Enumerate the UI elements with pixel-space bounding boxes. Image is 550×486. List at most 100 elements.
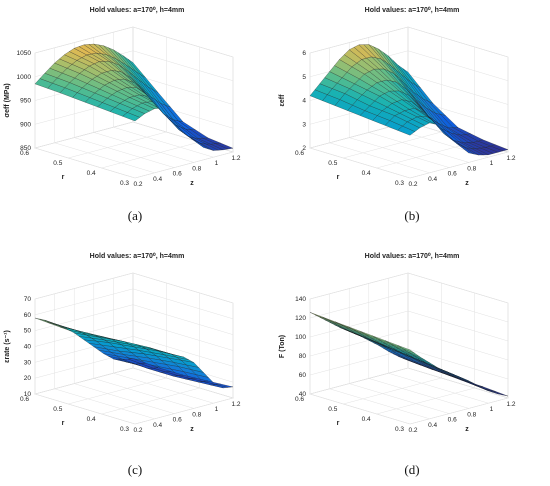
value-axis-label: εrate (s⁻¹) [4,330,11,363]
x-axis-label: z [465,426,469,433]
value-gridline [34,288,234,320]
r-tick-label: 0.5 [328,160,337,167]
r-tick-label: 0.3 [120,180,129,187]
r-tick-label: 0.6 [295,396,304,403]
plot-title: Hold values: a=170⁰, h=4mm [90,6,185,14]
value-tick-label: 6 [302,50,306,57]
caption-b: (b) [404,208,420,223]
surface-cell [402,68,421,88]
z-tick-label: 0.6 [448,417,457,424]
value-tick-label: 3 [302,121,306,128]
z-tick-label: 1.2 [506,401,515,408]
plot-title: Hold values: a=170⁰, h=4mm [90,252,185,260]
surface-plot-c: Hold values: a=170⁰, h=4mm 10 20 30 40 50 60 70… [4,252,241,434]
z-tick-label: 0.2 [408,181,417,188]
floor-plane [33,121,235,179]
value-tick-label: 60 [24,312,32,319]
z-tick-label: 0.6 [448,171,457,178]
y-axis-label: r [62,174,65,181]
value-tick-label: 140 [295,296,306,303]
z-tick-label: 1.2 [231,155,240,162]
r-tick-label: 0.3 [395,426,404,433]
caption-c: (c) [127,462,143,477]
z-tick-label: 1 [490,406,494,413]
chart-panel-a: Hold values: a=170⁰, h=4mm 850 900 950 1000 1… [0,0,275,200]
r-tick-label: 0.5 [53,160,62,167]
z-tick-label: 0.6 [173,417,182,424]
z-tick-label: 0.4 [153,422,162,429]
r-gridline [309,273,409,395]
value-tick-label: 10 [24,391,32,398]
value-tick-label: 120 [295,315,306,322]
z-tick-label: 0.4 [153,176,162,183]
plot-title: Hold values: a=170⁰, h=4mm [365,252,460,260]
r-gridline [134,57,234,179]
z-tick-label: 0.2 [133,427,142,434]
value-gridline [34,272,234,304]
value-gridline [309,26,509,58]
value-gridline [34,26,234,58]
r-gridline [343,37,442,159]
z-tick-label: 1 [490,160,494,167]
x-axis-label: z [190,180,194,187]
caption-d: (d) [404,462,420,477]
z-tick-label: 0.2 [133,181,142,188]
value-tick-label: 100 [295,334,306,341]
value-tick-label: 50 [24,328,32,335]
r-gridline [68,37,167,159]
z-tick-label: 0.8 [192,165,201,172]
z-tick-label: 0.8 [467,165,476,172]
r-gridline [68,283,167,405]
z-tick-label: 0.4 [428,422,437,429]
z-tick-label: 0.8 [467,411,476,418]
chart-panel-d: Hold values: a=170⁰, h=4mm 40 60 80 100 120 14… [275,246,550,446]
z-tick-label: 0.4 [428,176,437,183]
chart-panel-b: Hold values: a=170⁰, h=4mm 2 3 4 5 6 0.2 0.4 0.6… [275,0,550,200]
r-gridline [409,303,509,425]
r-tick-label: 0.4 [87,416,96,423]
value-tick-label: 40 [299,391,307,398]
value-tick-label: 850 [20,145,31,152]
value-gridline [309,272,509,304]
r-gridline [376,293,475,415]
plot-title: Hold values: a=170⁰, h=4mm [365,6,460,14]
z-tick-label: 1 [215,406,219,413]
r-tick-label: 0.3 [395,180,404,187]
surface-plot-b: Hold values: a=170⁰, h=4mm 2 3 4 5 6 0.2 0.4 0.6… [279,6,516,188]
y-axis-label: r [62,420,65,427]
x-axis-label: z [465,180,469,187]
z-gridline [34,299,136,425]
value-axis-label: F (Ton) [279,335,286,358]
r-tick-label: 0.6 [20,396,29,403]
z-gridline [113,278,214,404]
z-gridline [407,273,509,399]
r-gridline [409,57,509,179]
surface-mesh [309,312,509,397]
r-gridline [34,27,134,149]
value-gridline [309,291,509,323]
caption-a: (a) [127,208,143,223]
x-axis-label: z [190,426,194,433]
value-tick-label: 40 [24,344,32,351]
axis-walls [308,272,510,425]
z-tick-label: 0.8 [192,411,201,418]
side-wall [407,272,509,399]
value-gridline [34,304,234,335]
value-axis-label: σeff (MPa) [4,83,11,117]
surface-mesh [34,317,234,389]
value-tick-label: 80 [299,353,307,360]
surface-mesh [34,43,234,151]
z-tick-label: 1 [215,160,219,167]
r-gridline [34,273,134,395]
value-tick-label: 1000 [17,74,32,81]
value-tick-label: 70 [24,296,32,303]
r-gridline [343,283,442,405]
z-tick-label: 1.2 [231,401,240,408]
r-tick-label: 0.4 [87,170,96,177]
value-tick-label: 900 [20,121,31,128]
value-tick-label: 60 [299,372,307,379]
surface-cell [478,385,496,392]
value-tick-label: 20 [24,375,32,382]
surface-cell [127,59,146,78]
value-tick-label: 30 [24,359,32,366]
